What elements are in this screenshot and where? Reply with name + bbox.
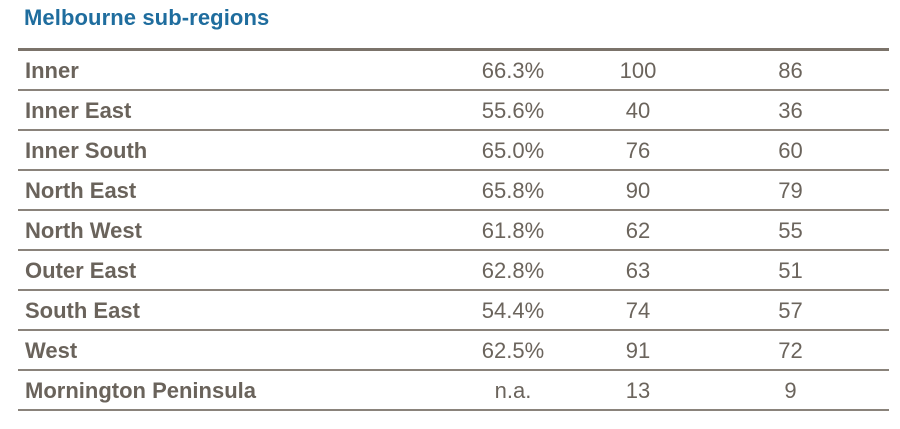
percentage-value: 62.5% — [481, 338, 545, 363]
table-row: West 62.5% 91 72 — [18, 331, 889, 371]
percentage-value: 66.3% — [481, 58, 545, 83]
percentage-value: 54.4% — [481, 298, 545, 323]
count-value-a: 63 — [625, 258, 651, 283]
region-name: West — [25, 338, 78, 363]
region-name: North East — [25, 178, 137, 203]
percentage-value: 65.8% — [481, 178, 545, 203]
count-value-b: 86 — [778, 58, 803, 83]
table-row: Mornington Peninsula n.a. 13 9 — [18, 371, 889, 411]
percentage-value: n.a. — [494, 378, 532, 403]
table-row: North West 61.8% 62 55 — [18, 211, 889, 251]
percentage-value: 61.8% — [481, 218, 545, 243]
table-row: South East 54.4% 74 57 — [18, 291, 889, 331]
table-row: Inner South 65.0% 76 60 — [18, 131, 889, 171]
percentage-value: 65.0% — [481, 138, 545, 163]
region-name: North West — [25, 218, 142, 243]
count-value-b: 60 — [778, 138, 803, 163]
count-value-a: 40 — [625, 98, 651, 123]
region-name: South East — [25, 298, 140, 323]
region-name: Inner South — [25, 138, 148, 163]
table-row: Inner East 55.6% 40 36 — [18, 91, 889, 131]
count-value-b: 51 — [778, 258, 803, 283]
count-value-a: 62 — [625, 218, 651, 243]
count-value-b: 79 — [778, 178, 803, 203]
count-value-a: 91 — [625, 338, 651, 363]
subregion-table: Inner 66.3% 100 86 Inner East 55.6% 40 3… — [18, 48, 889, 411]
count-value-a: 74 — [625, 298, 651, 323]
table-title: Melbourne sub-regions — [24, 5, 270, 30]
region-name: Inner East — [25, 98, 132, 123]
table-row: North East 65.8% 90 79 — [18, 171, 889, 211]
region-name: Mornington Peninsula — [25, 378, 256, 403]
count-value-b: 36 — [778, 98, 803, 123]
count-value-a: 90 — [625, 178, 651, 203]
count-value-a: 100 — [619, 58, 657, 83]
count-value-b: 57 — [778, 298, 803, 323]
percentage-value: 55.6% — [481, 98, 545, 123]
region-name: Outer East — [25, 258, 137, 283]
percentage-value: 62.8% — [481, 258, 545, 283]
count-value-a: 76 — [625, 138, 651, 163]
count-value-b: 72 — [778, 338, 803, 363]
count-value-b: 9 — [784, 378, 797, 403]
count-value-a: 13 — [625, 378, 651, 403]
count-value-b: 55 — [778, 218, 803, 243]
region-name: Inner — [25, 58, 79, 83]
table-row: Outer East 62.8% 63 51 — [18, 251, 889, 291]
table-row: Inner 66.3% 100 86 — [18, 51, 889, 91]
